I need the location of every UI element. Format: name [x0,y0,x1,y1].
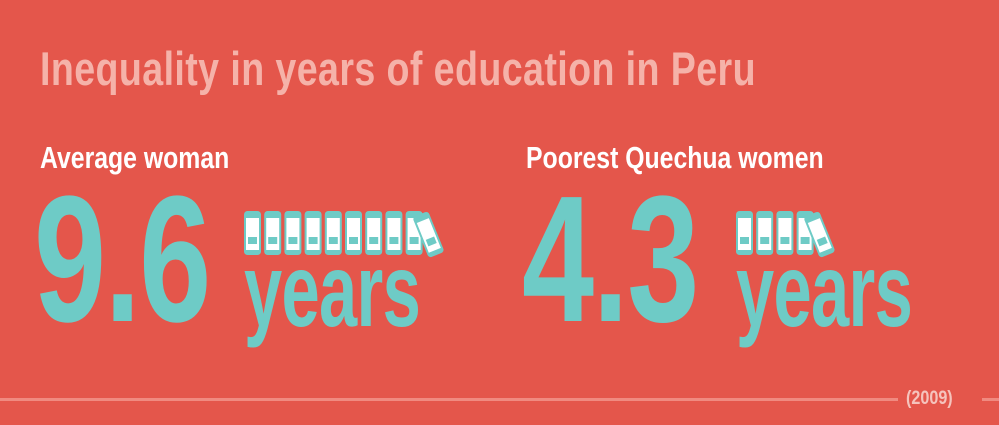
stat-unit: years [244,233,421,349]
book-icon [264,211,282,255]
footer-rule [0,398,898,401]
book-icon [385,211,403,255]
book-icon [736,211,753,255]
stat-label: Average woman [40,140,230,175]
stat-unit: years [736,233,913,349]
footer-rule-end [982,398,999,401]
stat-value: 4.3 [522,159,699,360]
books-pictogram [736,200,857,260]
book-icon [324,211,342,255]
books-pictogram [244,200,465,260]
year-note: (2009) [906,388,953,409]
book-icon [776,211,794,255]
stat-value: 9.6 [34,159,211,360]
book-icon [244,211,261,255]
book-tilted-icon [413,212,444,258]
chart-title: Inequality in years of education in Peru [40,42,756,95]
book-icon [284,211,302,255]
books-svg [244,211,444,258]
stat-label: Poorest Quechua women [526,140,824,175]
book-icon [304,211,322,255]
stat-poorest-quechua-women: Poorest Quechua women 4.3 years [500,0,999,380]
book-icon [756,211,774,255]
stat-average-woman: Average woman 9.6 years [0,0,500,380]
book-icon [345,211,362,255]
book-tilted-icon [804,212,835,258]
books-svg [736,211,835,258]
book-icon [365,211,383,255]
